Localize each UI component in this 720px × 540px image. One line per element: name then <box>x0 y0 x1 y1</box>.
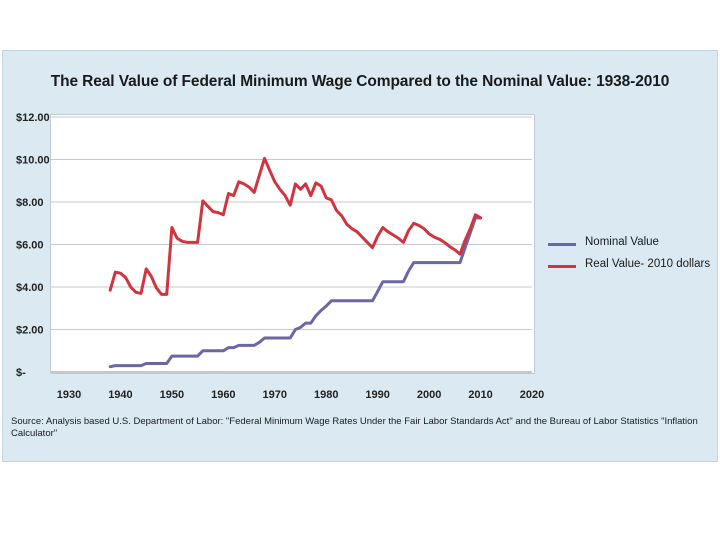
x-tick-label: 1980 <box>314 389 338 401</box>
y-tick-label: $- <box>16 367 26 379</box>
legend-label-real: Real Value- 2010 dollars <box>585 258 711 270</box>
chart-panel: The Real Value of Federal Minimum Wage C… <box>2 50 718 462</box>
y-tick-label: $6.00 <box>16 240 44 252</box>
chart-title: The Real Value of Federal Minimum Wage C… <box>50 73 670 90</box>
nominal-value-line <box>108 216 483 369</box>
source-note: Source: Analysis based U.S. Department o… <box>11 416 698 439</box>
legend-swatch-nominal <box>548 243 576 246</box>
chart-svg: $- $2.00 $4.00 $6.00 $8.00 $10.00 $12.00 1930 19… <box>16 112 544 401</box>
y-tick-label: $12.00 <box>16 112 50 124</box>
x-tick-label: 1940 <box>108 389 132 401</box>
legend-swatch-real <box>548 265 576 268</box>
x-tick-label: 2010 <box>468 389 492 401</box>
x-tick-label: 2020 <box>520 389 544 401</box>
y-tick-label: $2.00 <box>16 325 44 337</box>
x-tick-label: 1990 <box>365 389 389 401</box>
x-tick-label: 2000 <box>417 389 441 401</box>
x-tick-label: 1950 <box>160 389 184 401</box>
x-tick-label: 1970 <box>263 389 287 401</box>
legend-label-nominal: Nominal Value <box>585 236 659 248</box>
x-tick-label: 1960 <box>211 389 235 401</box>
x-tick-label: 1930 <box>57 389 81 401</box>
y-tick-label: $8.00 <box>16 197 44 209</box>
y-tick-label: $4.00 <box>16 282 44 294</box>
real-value-line <box>108 156 483 296</box>
y-tick-label: $10.00 <box>16 155 50 167</box>
